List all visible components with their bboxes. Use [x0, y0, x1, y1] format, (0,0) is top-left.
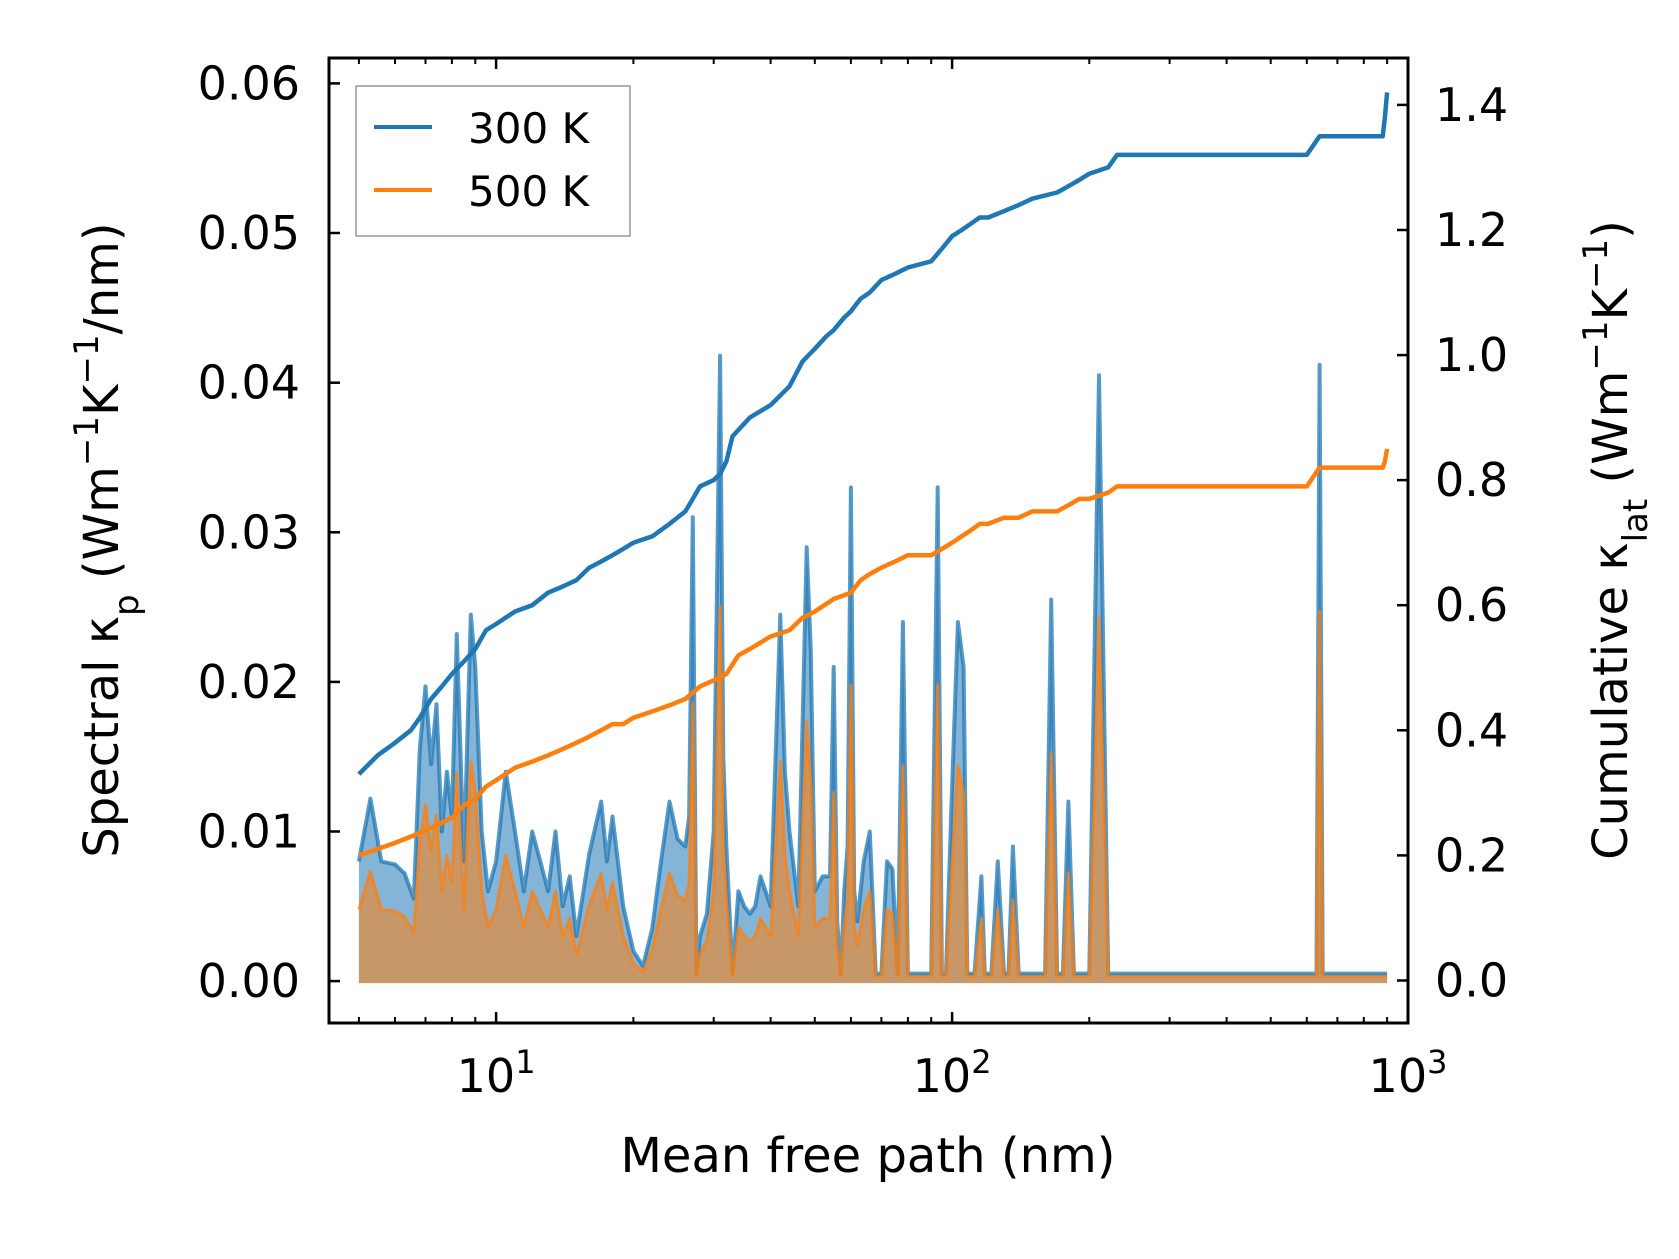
left-y-tick-label: 0.02 — [198, 655, 300, 709]
legend: 300 K 500 K — [355, 85, 631, 237]
right-y-tick-label: 1.2 — [1435, 203, 1508, 257]
left-y-axis-ticks: 0.00 0.01 0.02 0.03 0.04 0.05 0.06 — [198, 56, 340, 1008]
right-y-tick-label: 0.6 — [1435, 578, 1508, 632]
left-y-tick-label: 0.01 — [198, 805, 300, 859]
left-y-axis-label: Spectral κp (Wm−1K−1/nm) — [67, 222, 147, 857]
right-y-tick-label: 0.4 — [1435, 703, 1508, 757]
right-y-tick-label: 1.0 — [1435, 328, 1508, 382]
legend-label-500k: 500 K — [468, 167, 591, 216]
cumulative-300k-line — [357, 92, 1390, 776]
right-y-tick-label: 0.0 — [1435, 954, 1508, 1008]
x-tick-label: 103 — [1369, 1043, 1448, 1103]
right-y-tick-label: 0.8 — [1435, 453, 1508, 507]
right-y-tick-label: 1.4 — [1435, 78, 1508, 132]
right-y-axis-ticks: 0.0 0.2 0.4 0.6 0.8 1.0 1.2 1.4 — [1397, 78, 1508, 1008]
left-y-tick-label: 0.00 — [198, 954, 300, 1008]
legend-box — [355, 85, 631, 237]
x-axis-ticks: 101 102 103 — [357, 58, 1448, 1103]
plot-frame — [327, 56, 1410, 1025]
x-tick-label: 101 — [457, 1043, 536, 1103]
legend-label-300k: 300 K — [468, 104, 591, 153]
left-y-tick-label: 0.05 — [198, 206, 300, 260]
left-y-tick-label: 0.04 — [198, 356, 300, 410]
spectral-500k-area — [358, 605, 1388, 982]
right-y-axis-label: Cumulative κlat (Wm−1K−1) — [1576, 220, 1656, 860]
cumulative-500k-line — [358, 448, 1390, 858]
right-y-tick-label: 0.2 — [1435, 828, 1508, 882]
series-layer — [356, 92, 1390, 984]
left-y-tick-label: 0.03 — [198, 505, 300, 559]
spectral-500k-line — [357, 604, 1388, 979]
left-y-tick-label: 0.06 — [198, 56, 300, 110]
x-tick-label: 102 — [913, 1043, 992, 1103]
x-axis-label: Mean free path (nm) — [621, 1128, 1116, 1184]
